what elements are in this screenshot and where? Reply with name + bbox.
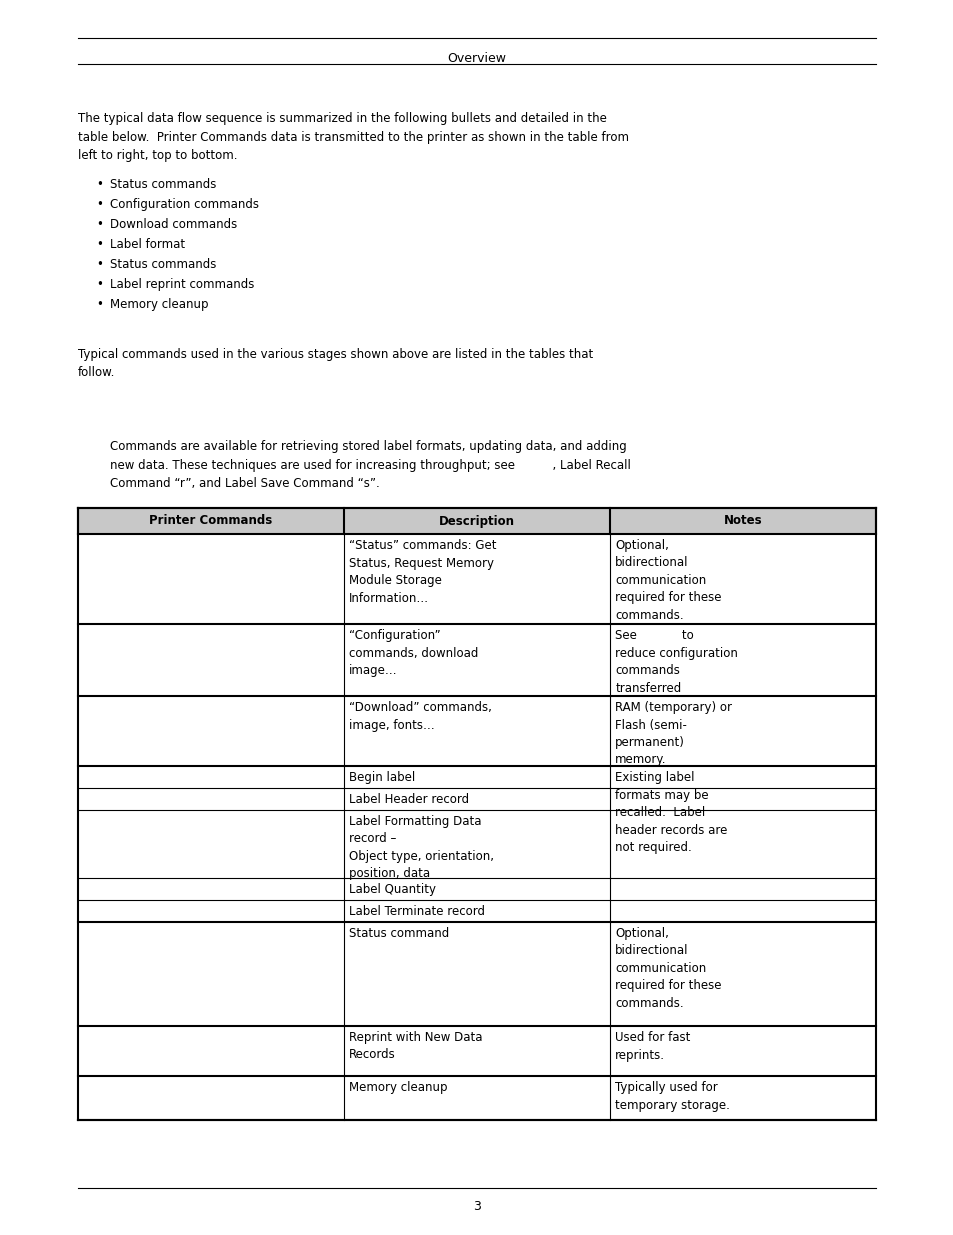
Text: •: • bbox=[96, 219, 103, 231]
Text: Label Terminate record: Label Terminate record bbox=[349, 905, 484, 918]
Text: See            to
reduce configuration
commands
transferred: See to reduce configuration commands tra… bbox=[615, 629, 738, 694]
Text: Status commands: Status commands bbox=[110, 178, 216, 191]
Text: Used for fast
reprints.: Used for fast reprints. bbox=[615, 1031, 690, 1062]
Text: Configuration commands: Configuration commands bbox=[110, 198, 258, 211]
Text: Label reprint commands: Label reprint commands bbox=[110, 278, 254, 291]
Text: Notes: Notes bbox=[723, 515, 761, 527]
Text: Existing label
formats may be
recalled.  Label
header records are
not required.: Existing label formats may be recalled. … bbox=[615, 771, 727, 853]
Text: •: • bbox=[96, 238, 103, 251]
Text: RAM (temporary) or
Flash (semi-
permanent)
memory.: RAM (temporary) or Flash (semi- permanen… bbox=[615, 701, 732, 767]
Text: Label Header record: Label Header record bbox=[349, 793, 468, 806]
Text: “Download” commands,
image, fonts…: “Download” commands, image, fonts… bbox=[349, 701, 491, 731]
Text: Status commands: Status commands bbox=[110, 258, 216, 270]
Text: Commands are available for retrieving stored label formats, updating data, and a: Commands are available for retrieving st… bbox=[110, 440, 630, 490]
Text: Description: Description bbox=[438, 515, 515, 527]
Text: •: • bbox=[96, 178, 103, 191]
Text: The typical data flow sequence is summarized in the following bullets and detail: The typical data flow sequence is summar… bbox=[78, 112, 628, 162]
Text: Memory cleanup: Memory cleanup bbox=[110, 298, 209, 311]
Text: •: • bbox=[96, 278, 103, 291]
Text: Reprint with New Data
Records: Reprint with New Data Records bbox=[349, 1031, 481, 1062]
Text: “Status” commands: Get
Status, Request Memory
Module Storage
Information…: “Status” commands: Get Status, Request M… bbox=[349, 538, 496, 604]
Text: Label Formatting Data
record –
Object type, orientation,
position, data: Label Formatting Data record – Object ty… bbox=[349, 815, 494, 881]
Text: Typically used for
temporary storage.: Typically used for temporary storage. bbox=[615, 1081, 729, 1112]
Text: Optional,
bidirectional
communication
required for these
commands.: Optional, bidirectional communication re… bbox=[615, 538, 721, 622]
Text: •: • bbox=[96, 298, 103, 311]
Text: Optional,
bidirectional
communication
required for these
commands.: Optional, bidirectional communication re… bbox=[615, 927, 721, 1010]
Bar bbox=[78, 508, 875, 534]
Text: Label Quantity: Label Quantity bbox=[349, 883, 436, 897]
Text: Memory cleanup: Memory cleanup bbox=[349, 1081, 447, 1094]
Text: Label format: Label format bbox=[110, 238, 185, 251]
Text: Overview: Overview bbox=[447, 52, 506, 65]
Text: Download commands: Download commands bbox=[110, 219, 237, 231]
Text: “Configuration”
commands, download
image…: “Configuration” commands, download image… bbox=[349, 629, 477, 677]
Text: Printer Commands: Printer Commands bbox=[149, 515, 273, 527]
Text: •: • bbox=[96, 258, 103, 270]
Text: Typical commands used in the various stages shown above are listed in the tables: Typical commands used in the various sta… bbox=[78, 348, 593, 379]
Text: Status command: Status command bbox=[349, 927, 449, 940]
Text: •: • bbox=[96, 198, 103, 211]
Text: 3: 3 bbox=[473, 1200, 480, 1213]
Text: Begin label: Begin label bbox=[349, 771, 415, 784]
